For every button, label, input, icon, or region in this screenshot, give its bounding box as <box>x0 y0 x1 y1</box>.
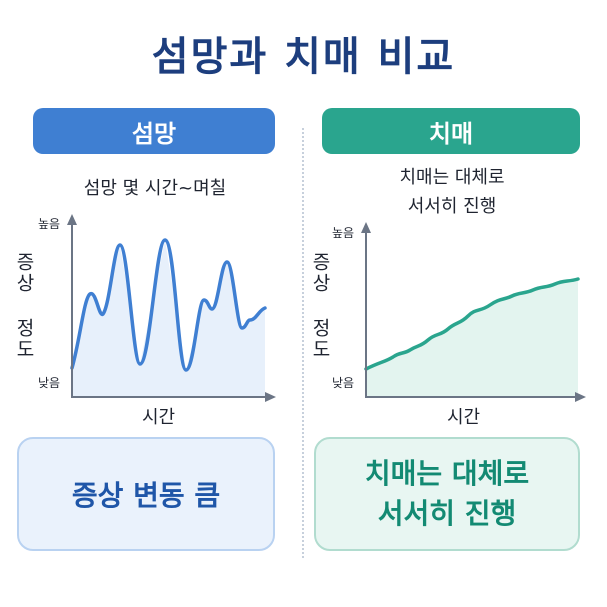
dementia-caption-line-2: 서서히 진행 <box>407 196 497 217</box>
delirium-header: 섬망 <box>33 108 275 154</box>
dementia-y-high: 높음 <box>332 226 355 240</box>
dementia-summary-box: 치매는 대체로 서서히 진행 <box>314 437 580 551</box>
delirium-y-high: 높음 <box>38 217 61 231</box>
dementia-caption-line-1: 치매는 대체로 <box>399 167 505 188</box>
dementia-area <box>366 279 578 396</box>
y-axis-arrow <box>67 214 77 225</box>
delirium-summary-box: 증상 변동 큼 <box>17 437 275 551</box>
dementia-caption: 치매는 대체로 서서히 진행 <box>312 163 592 221</box>
y-axis-label-text: 증상 정도 <box>309 252 331 360</box>
page-title: 섬망과 치매 비교 <box>151 34 456 80</box>
delirium-y-axis-label: 증상 정도 <box>10 252 35 368</box>
y-axis-label-text: 증상 정도 <box>13 252 35 360</box>
x-axis-arrow <box>575 392 586 402</box>
delirium-area <box>72 240 265 396</box>
delirium-summary-text: 증상 변동 큼 <box>71 479 221 512</box>
delirium-line <box>70 238 267 372</box>
delirium-x-axis-label: 시간 <box>142 407 176 428</box>
y-axis-arrow <box>361 222 371 233</box>
delirium-caption: 섬망 몇 시간~며칠 <box>83 178 227 199</box>
dementia-y-axis-label: 증상 정도 <box>306 252 331 368</box>
column-divider <box>302 128 304 558</box>
dementia-x-axis-label: 시간 <box>447 407 481 428</box>
dementia-summary-line-2: 서서히 진행 <box>377 497 517 530</box>
dementia-line <box>364 277 580 371</box>
dementia-y-low: 낮음 <box>332 376 355 390</box>
dementia-header: 치매 <box>322 108 580 154</box>
delirium-y-low: 낮음 <box>38 376 61 390</box>
x-axis-arrow <box>265 392 276 402</box>
dementia-summary-line-1: 치매는 대체로 <box>364 457 530 490</box>
